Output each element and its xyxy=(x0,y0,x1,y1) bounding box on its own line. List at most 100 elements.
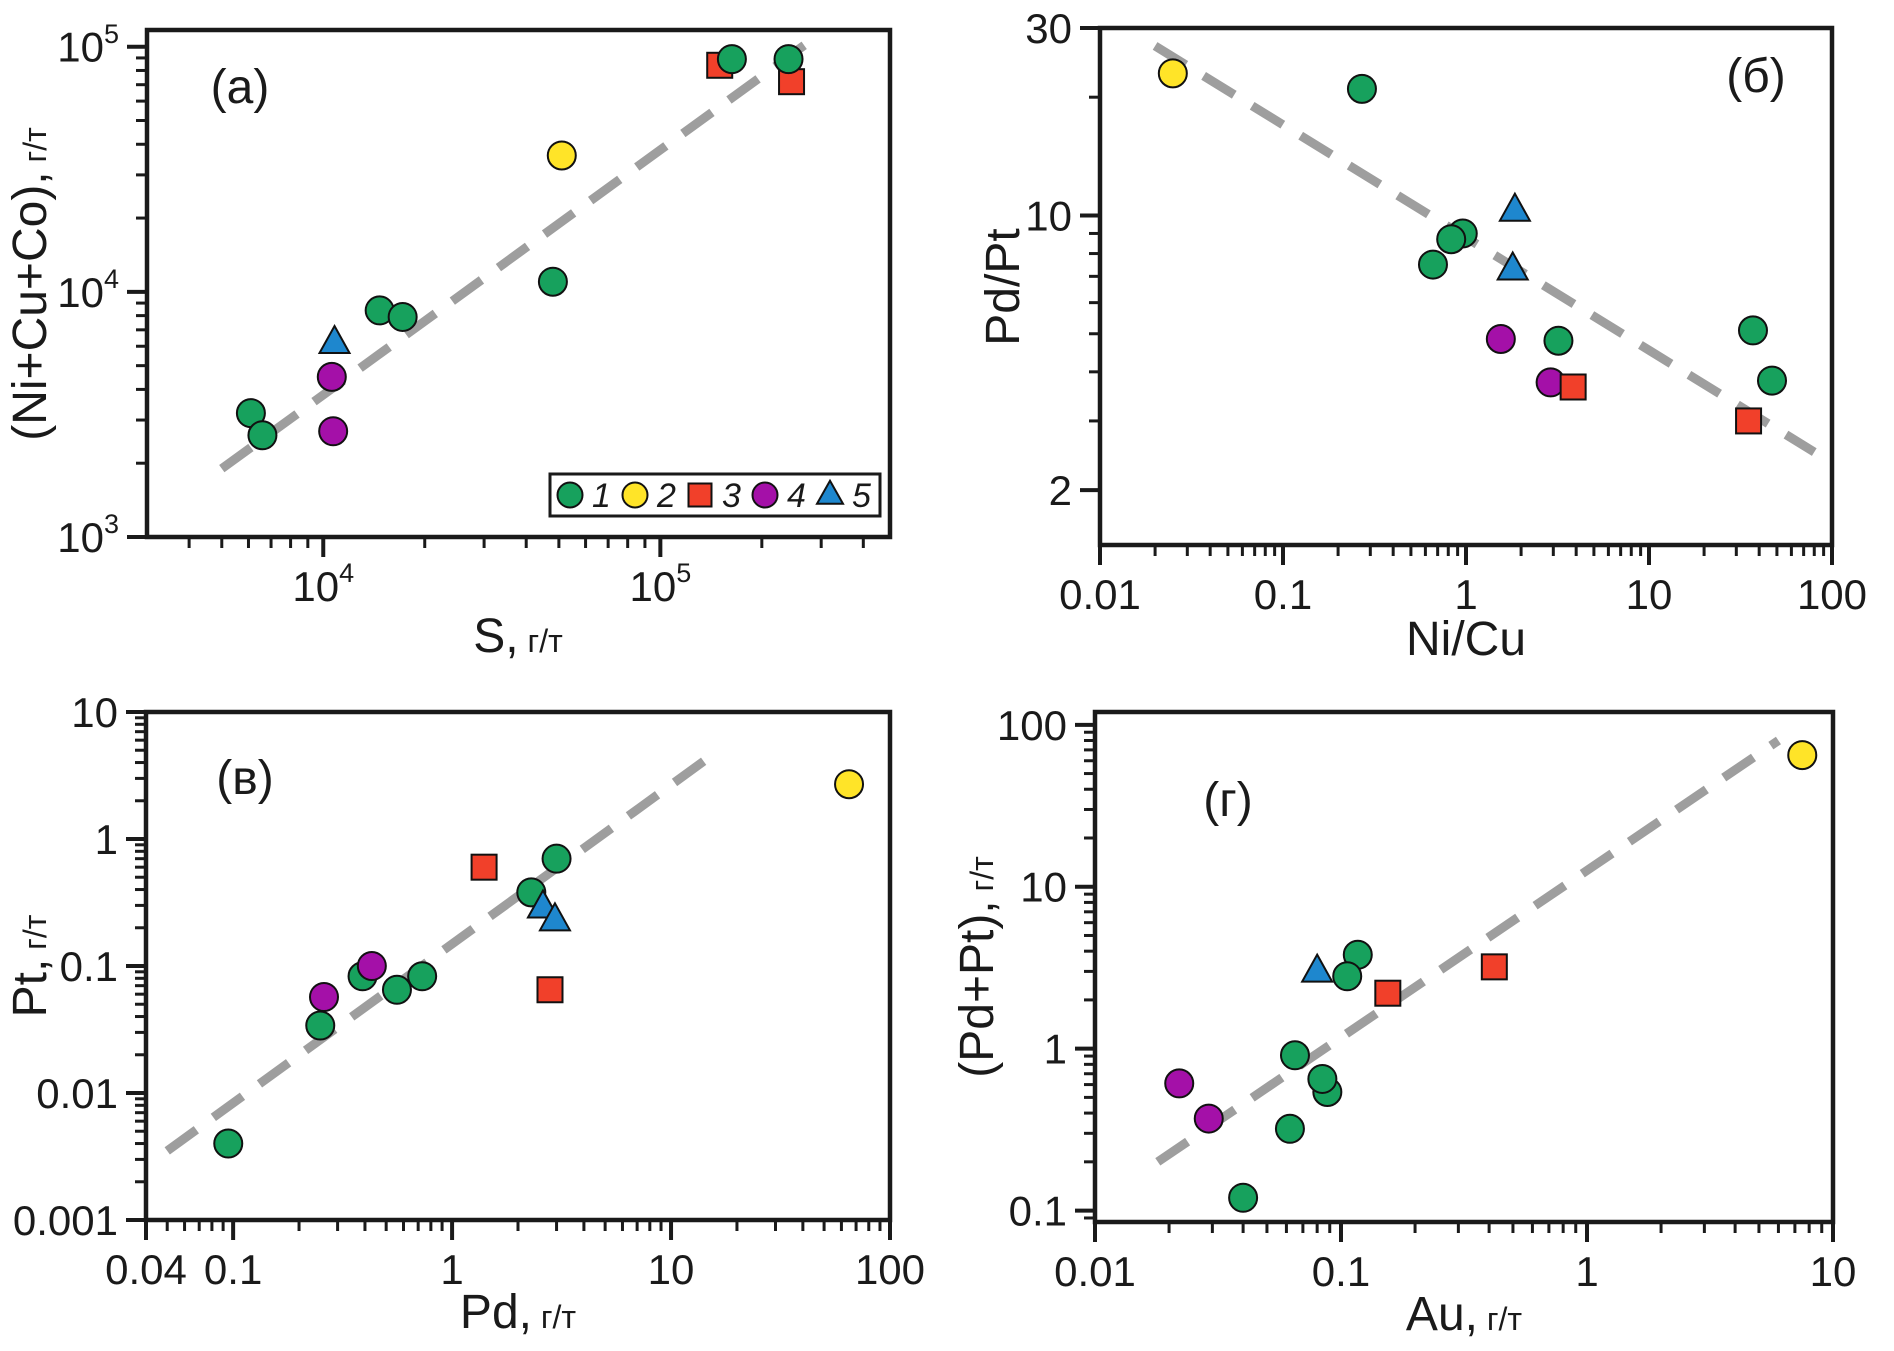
marker-group-4 xyxy=(1485,323,1516,354)
marker-group-5 xyxy=(1496,250,1530,281)
trend-line xyxy=(219,32,819,473)
tick-label: 10 xyxy=(1020,864,1067,911)
legend-item-label: 4 xyxy=(787,477,806,515)
plot-frame xyxy=(1092,709,1836,1225)
panel-letter: (в) xyxy=(216,752,273,805)
panel-g: 0.01 0.1 1 10 100 10 1 0.1 Au, г/т (Pd+Pt), г/т (г… xyxy=(947,676,1894,1351)
panel-background xyxy=(0,676,947,1351)
axis-ticks xyxy=(1080,26,1834,565)
marker-group-3 xyxy=(1735,407,1763,435)
marker-group-1 xyxy=(773,44,804,75)
marker-group-1 xyxy=(381,974,412,1005)
tick-label: 10 xyxy=(1025,192,1072,239)
legend-item-label: 5 xyxy=(852,477,871,515)
trend-line xyxy=(1155,736,1781,1166)
data-points xyxy=(1157,58,1787,435)
legend-item-label: 3 xyxy=(722,477,741,515)
marker-group-1 xyxy=(1543,325,1574,356)
marker-group-1 xyxy=(556,481,584,509)
panel-g-plot: 0.01 0.1 1 10 100 10 1 0.1 Au, г/т (Pd+Pt), г/т (г… xyxy=(947,676,1894,1351)
tick-label: 0.01 xyxy=(1059,571,1141,618)
marker-group-1 xyxy=(213,1128,244,1159)
marker-group-3 xyxy=(1374,979,1402,1007)
panel-a-plot: 104 105 103 104 105 S, г/т (Ni+Cu+Co), г/т (а) 1… xyxy=(0,0,947,676)
marker-group-1 xyxy=(537,266,568,297)
panel-background xyxy=(947,0,1894,676)
tick-label: 1 xyxy=(1454,571,1477,618)
panel-v-plot: 0.04 0.1 1 10 100 10 1 0.1 0.01 0.001 Pd, г/т Pt, г… xyxy=(0,676,947,1351)
tick-label: 1 xyxy=(1575,1248,1598,1295)
tick-label: 105 xyxy=(57,19,119,71)
tick-label: 104 xyxy=(57,264,119,316)
panel-letter: (а) xyxy=(211,61,270,114)
tick-label: 0.1 xyxy=(1254,571,1312,618)
marker-group-5 xyxy=(815,478,845,505)
panel-letter: (б) xyxy=(1726,50,1785,103)
legend-item-label: 1 xyxy=(592,477,611,515)
marker-group-1 xyxy=(1737,315,1768,346)
marker-group-3 xyxy=(1559,373,1587,401)
marker-group-4 xyxy=(1193,1103,1224,1134)
marker-group-2 xyxy=(546,140,577,171)
tick-label: 100 xyxy=(855,1246,925,1293)
marker-group-2 xyxy=(834,769,865,800)
x-axis-title: Au, г/т xyxy=(1406,1288,1523,1341)
marker-group-1 xyxy=(541,843,572,874)
marker-group-4 xyxy=(318,416,349,447)
tick-label: 0.04 xyxy=(105,1246,187,1293)
tick-label: 30 xyxy=(1025,5,1072,52)
marker-group-1 xyxy=(1279,1040,1310,1071)
marker-group-3 xyxy=(687,482,713,508)
axis-ticks xyxy=(127,44,865,557)
axis-ticks xyxy=(126,710,892,1240)
data-points xyxy=(213,769,865,1159)
tick-label: 105 xyxy=(629,558,691,610)
x-axis-title: Pd, г/т xyxy=(460,1286,577,1339)
tick-label: 0.01 xyxy=(1054,1248,1136,1295)
trend-line xyxy=(1152,42,1817,456)
tick-label: 10 xyxy=(1810,1248,1857,1295)
marker-group-4 xyxy=(356,951,387,981)
tick-label: 104 xyxy=(292,558,354,610)
marker-group-2 xyxy=(1787,740,1818,771)
marker-group-1 xyxy=(247,420,278,451)
marker-group-5 xyxy=(538,901,572,932)
marker-group-1 xyxy=(407,961,438,992)
y-axis-title: (Ni+Cu+Co), г/т xyxy=(4,127,57,441)
marker-group-3 xyxy=(470,853,498,881)
marker-group-1 xyxy=(387,301,418,332)
marker-group-3 xyxy=(536,976,564,1004)
tick-label: 0.1 xyxy=(204,1246,262,1293)
marker-group-1 xyxy=(1756,365,1787,396)
tick-label: 10 xyxy=(1626,571,1673,618)
marker-group-1 xyxy=(1274,1113,1305,1144)
marker-group-1 xyxy=(1346,73,1377,104)
panel-b: 0.01 0.1 1 10 100 30 10 2 Ni/Cu Pd/Pt (б) xyxy=(947,0,1894,676)
marker-group-1 xyxy=(305,1010,336,1041)
tick-label: 100 xyxy=(1797,571,1867,618)
panel-a: 104 105 103 104 105 S, г/т (Ni+Cu+Co), г/т (а) 1… xyxy=(0,0,947,676)
tick-label: 0.1 xyxy=(60,943,118,990)
tick-label: 100 xyxy=(997,702,1067,749)
tick-label: 0.01 xyxy=(36,1070,118,1117)
tick-label: 0.1 xyxy=(1009,1188,1067,1235)
marker-group-5 xyxy=(1498,191,1532,222)
tick-label: 103 xyxy=(57,509,119,561)
panel-background xyxy=(0,0,947,676)
tick-label: 2 xyxy=(1049,467,1072,514)
marker-group-4 xyxy=(751,481,779,509)
tick-label: 1 xyxy=(1044,1026,1067,1073)
data-points xyxy=(235,44,806,451)
marker-group-5 xyxy=(1300,952,1334,983)
y-axis-title: (Pd+Pt), г/т xyxy=(951,856,1004,1078)
marker-group-4 xyxy=(1164,1068,1195,1099)
panel-letter: (г) xyxy=(1203,774,1252,827)
marker-group-1 xyxy=(1332,961,1363,992)
marker-group-4 xyxy=(308,982,339,1013)
panel-b-plot: 0.01 0.1 1 10 100 30 10 2 Ni/Cu Pd/Pt (б) xyxy=(947,0,1894,676)
marker-group-5 xyxy=(317,323,352,355)
marker-group-1 xyxy=(1436,224,1467,255)
legend-item-label: 2 xyxy=(656,477,676,515)
tick-label: 0.1 xyxy=(1312,1248,1370,1295)
